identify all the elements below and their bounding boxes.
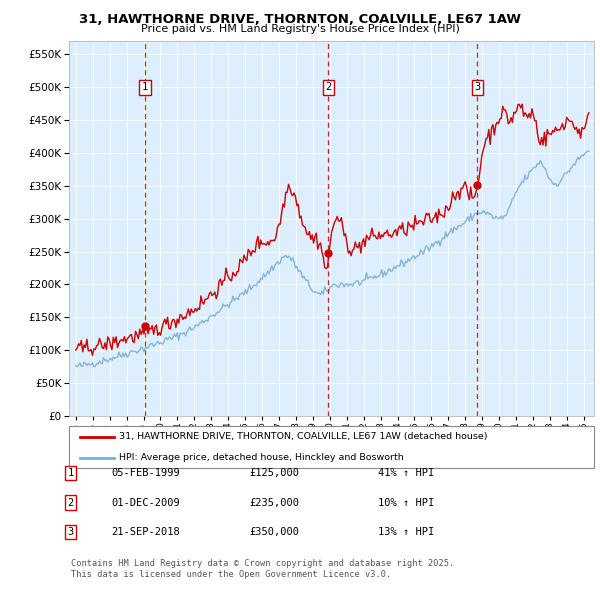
Text: 21-SEP-2018: 21-SEP-2018 bbox=[111, 527, 180, 537]
Text: Price paid vs. HM Land Registry's House Price Index (HPI): Price paid vs. HM Land Registry's House … bbox=[140, 24, 460, 34]
Text: £235,000: £235,000 bbox=[249, 498, 299, 507]
Text: 1: 1 bbox=[142, 83, 148, 92]
Text: £125,000: £125,000 bbox=[249, 468, 299, 478]
Text: 13% ↑ HPI: 13% ↑ HPI bbox=[378, 527, 434, 537]
Text: 3: 3 bbox=[475, 83, 481, 92]
Text: 10% ↑ HPI: 10% ↑ HPI bbox=[378, 498, 434, 507]
Text: 3: 3 bbox=[68, 527, 74, 537]
Text: HPI: Average price, detached house, Hinckley and Bosworth: HPI: Average price, detached house, Hinc… bbox=[119, 453, 404, 463]
Text: 1: 1 bbox=[68, 468, 74, 478]
Text: 2: 2 bbox=[325, 83, 332, 92]
Text: This data is licensed under the Open Government Licence v3.0.: This data is licensed under the Open Gov… bbox=[71, 571, 391, 579]
Text: £350,000: £350,000 bbox=[249, 527, 299, 537]
Text: 31, HAWTHORNE DRIVE, THORNTON, COALVILLE, LE67 1AW (detached house): 31, HAWTHORNE DRIVE, THORNTON, COALVILLE… bbox=[119, 432, 487, 441]
Text: 2: 2 bbox=[68, 498, 74, 507]
Text: Contains HM Land Registry data © Crown copyright and database right 2025.: Contains HM Land Registry data © Crown c… bbox=[71, 559, 454, 568]
Text: 31, HAWTHORNE DRIVE, THORNTON, COALVILLE, LE67 1AW: 31, HAWTHORNE DRIVE, THORNTON, COALVILLE… bbox=[79, 13, 521, 26]
Text: 05-FEB-1999: 05-FEB-1999 bbox=[111, 468, 180, 478]
Text: 01-DEC-2009: 01-DEC-2009 bbox=[111, 498, 180, 507]
Text: 41% ↑ HPI: 41% ↑ HPI bbox=[378, 468, 434, 478]
